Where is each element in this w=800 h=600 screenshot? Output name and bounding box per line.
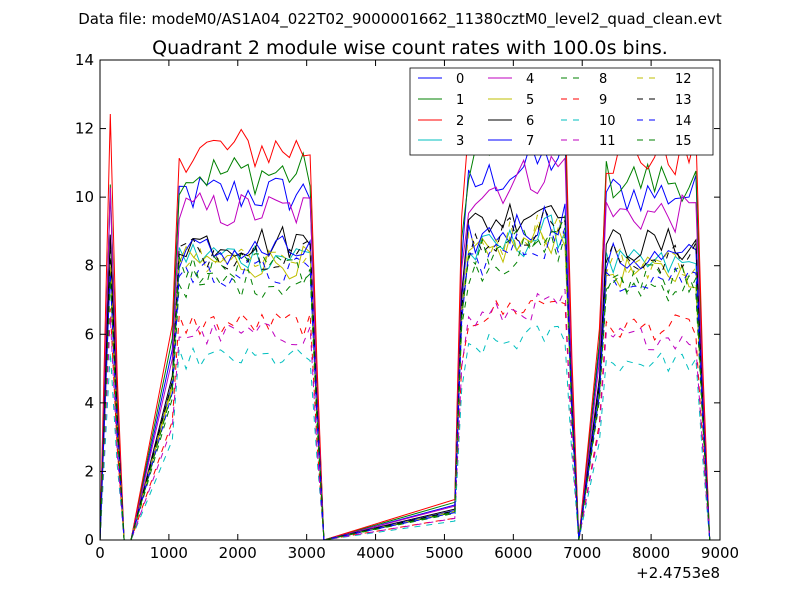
legend-label-4: 4 — [526, 72, 534, 87]
legend-label-7: 7 — [526, 134, 534, 149]
legend-label-3: 3 — [456, 134, 464, 149]
series-layer — [100, 82, 720, 540]
suptitle: Data file: modeM0/AS1A04_022T02_90000016… — [78, 10, 722, 29]
y-tick-label: 14 — [75, 51, 94, 69]
series-line-15 — [100, 215, 720, 540]
y-tick-label: 12 — [75, 120, 94, 138]
x-offset-label: +2.4753e8 — [636, 564, 720, 582]
series-line-6 — [100, 202, 720, 540]
series-line-5 — [100, 224, 720, 540]
legend-label-6: 6 — [526, 114, 534, 129]
y-tick-label: 4 — [84, 394, 94, 412]
x-tick-label: 6000 — [494, 544, 532, 562]
x-tick-label: 4000 — [356, 544, 394, 562]
series-line-13 — [100, 206, 720, 540]
x-tick-label: 8000 — [632, 544, 670, 562]
y-tick-label: 2 — [84, 462, 94, 480]
x-tick-label: 0 — [95, 544, 105, 562]
series-line-9 — [100, 299, 720, 540]
legend-label-9: 9 — [599, 93, 607, 108]
x-tick-label: 5000 — [425, 544, 463, 562]
series-line-7 — [100, 203, 720, 540]
axis-ticks: 0 1000 2000 3000 4000 5000 6000 7000 8000 9000 0 2 4… — [75, 51, 739, 562]
x-tick-label: 2000 — [219, 544, 257, 562]
legend-label-15: 15 — [675, 134, 692, 149]
x-tick-label: 9000 — [701, 544, 739, 562]
chart-title: Quadrant 2 module wise count rates with … — [152, 37, 668, 59]
y-tick-label: 8 — [84, 257, 94, 275]
legend-label-2: 2 — [456, 114, 464, 129]
series-line-11 — [100, 288, 720, 540]
series-line-0 — [100, 135, 720, 540]
x-tick-label: 7000 — [563, 544, 601, 562]
series-line-12 — [100, 214, 720, 540]
y-tick-label: 6 — [84, 325, 94, 343]
series-line-8 — [100, 232, 720, 540]
legend-label-10: 10 — [599, 114, 616, 129]
legend-label-1: 1 — [456, 93, 464, 108]
legend-label-13: 13 — [675, 93, 692, 108]
y-tick-label: 0 — [84, 531, 94, 549]
plot-frame — [99, 59, 721, 541]
legend-label-14: 14 — [675, 114, 692, 129]
legend-label-12: 12 — [675, 72, 692, 87]
legend-label-0: 0 — [456, 72, 464, 87]
x-tick-label: 1000 — [150, 544, 188, 562]
legend-label-11: 11 — [599, 134, 616, 149]
series-line-4 — [100, 155, 720, 540]
y-tick-label: 10 — [75, 188, 94, 206]
series-line-14 — [100, 226, 720, 540]
legend-label-5: 5 — [526, 93, 534, 108]
legend-label-8: 8 — [599, 72, 607, 87]
series-line-10 — [100, 325, 720, 540]
x-tick-label: 3000 — [288, 544, 326, 562]
series-line-3 — [100, 214, 720, 540]
